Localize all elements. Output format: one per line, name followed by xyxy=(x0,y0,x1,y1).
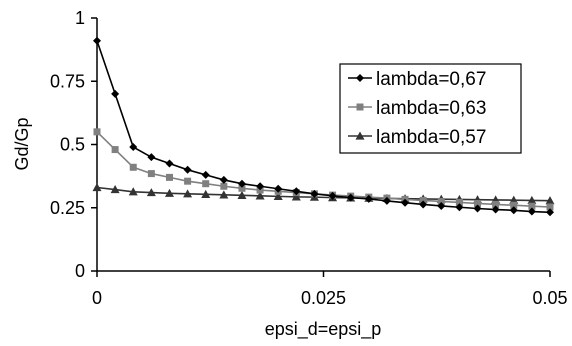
legend-marker xyxy=(356,103,364,111)
legend-label: lambda=0,67 xyxy=(376,69,486,90)
data-point xyxy=(128,187,138,196)
data-point xyxy=(183,189,193,198)
data-point xyxy=(419,200,428,209)
data-point xyxy=(219,190,229,199)
data-point xyxy=(164,188,174,197)
x-tick-label: 0.05 xyxy=(532,288,567,308)
data-point xyxy=(473,204,482,213)
data-point xyxy=(437,197,445,205)
data-point xyxy=(201,170,210,179)
x-ticks: 0 0.025 0.05 xyxy=(92,271,568,308)
data-point xyxy=(510,201,518,209)
data-point xyxy=(219,175,228,184)
legend-marker xyxy=(355,131,365,140)
data-point xyxy=(274,184,283,193)
data-point xyxy=(528,202,536,210)
legend-items: lambda=0,67 lambda=0,63 lambda=0,57 xyxy=(348,69,486,148)
data-point xyxy=(273,191,283,200)
data-point xyxy=(129,143,138,152)
data-point xyxy=(147,170,155,178)
data-point xyxy=(328,191,337,200)
data-point xyxy=(93,36,101,45)
data-point xyxy=(111,146,119,154)
series-3 xyxy=(92,183,555,205)
data-point xyxy=(165,173,173,181)
y-axis-title: Gd/Gp xyxy=(12,117,32,170)
x-axis-title: epsi_d=epsi_p xyxy=(265,319,382,340)
data-point xyxy=(183,165,192,174)
data-point xyxy=(147,153,156,162)
data-point xyxy=(527,195,537,205)
y-ticks: 0 0.25 0.5 0.75 1 xyxy=(50,8,97,281)
x-tick-label: 0 xyxy=(92,288,102,308)
data-point xyxy=(129,163,137,171)
y-tick-label: 0.25 xyxy=(50,198,85,218)
y-tick-label: 0 xyxy=(75,261,85,281)
data-point xyxy=(93,128,101,136)
data-point xyxy=(546,208,554,217)
y-tick-label: 0.75 xyxy=(50,71,85,91)
data-point xyxy=(382,196,391,205)
data-point xyxy=(202,180,210,188)
data-point xyxy=(492,200,500,208)
data-point xyxy=(111,89,120,98)
legend-box xyxy=(339,63,522,154)
data-point xyxy=(292,187,301,196)
y-tick-label: 0.5 xyxy=(60,135,85,155)
data-point xyxy=(509,206,518,215)
data-point xyxy=(165,159,174,168)
data-point xyxy=(455,198,463,206)
data-point xyxy=(419,196,427,204)
data-point xyxy=(237,179,246,188)
data-point xyxy=(474,199,482,207)
legend-label: lambda=0,63 xyxy=(376,98,486,119)
data-point xyxy=(220,182,228,190)
data-point xyxy=(184,177,192,185)
data-point xyxy=(401,198,410,207)
data-point xyxy=(546,203,554,211)
data-point xyxy=(256,182,265,191)
data-point xyxy=(310,189,319,198)
data-point xyxy=(110,185,120,194)
x-tick-label: 0.025 xyxy=(301,288,346,308)
data-point xyxy=(238,184,246,192)
data-point xyxy=(291,192,301,201)
data-point xyxy=(364,194,373,203)
legend-label: lambda=0,57 xyxy=(376,127,486,148)
data-point xyxy=(146,188,156,197)
data-point xyxy=(527,207,536,216)
legend: lambda=0,67 lambda=0,63 lambda=0,57 xyxy=(339,63,522,154)
series-1 xyxy=(93,36,554,217)
data-point xyxy=(92,183,102,192)
data-point xyxy=(455,203,464,212)
data-point xyxy=(437,201,446,210)
data-point xyxy=(545,196,555,205)
data-point xyxy=(255,191,265,200)
series-line xyxy=(96,186,551,202)
data-point xyxy=(201,189,211,198)
data-point xyxy=(346,193,355,202)
y-tick-label: 1 xyxy=(75,8,85,28)
legend-marker xyxy=(356,74,364,82)
series-layer xyxy=(92,36,555,217)
data-point xyxy=(491,205,500,214)
data-point xyxy=(237,190,247,199)
